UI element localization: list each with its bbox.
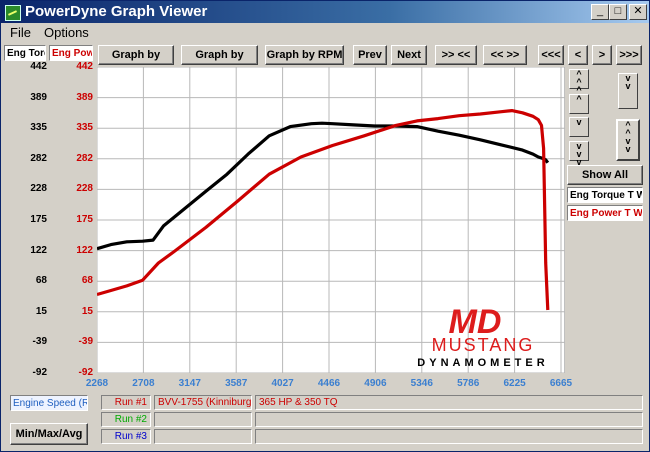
rpm-tick-label: 2708 (132, 378, 155, 389)
rpm-tick-label: 5786 (457, 378, 480, 389)
torque-tick-label: -39 (32, 336, 47, 348)
rpm-tick-label: 4466 (317, 378, 341, 389)
torque-tick-label: 389 (30, 91, 47, 103)
run-1-note[interactable]: 365 HP & 350 TQ (255, 395, 643, 410)
mustang-logo: MD MUSTANG DYNAMOMETER (417, 303, 548, 369)
title-bar[interactable]: PowerDyne Graph Viewer _ □ ✕ (1, 1, 649, 23)
power-tick-label: 68 (81, 275, 93, 287)
grid-lines (97, 67, 565, 373)
scale-up-fast-button[interactable]: ^ ^ ^ (569, 69, 589, 95)
torque-tick-label: 335 (30, 122, 47, 134)
power-tick-label: 282 (76, 152, 93, 164)
zoom-out-button[interactable]: << >> (483, 45, 527, 65)
scroll-first-button[interactable]: <<< (538, 45, 564, 65)
power-series-line (97, 108, 550, 311)
minimize-button[interactable]: _ (591, 4, 609, 20)
show-all-button[interactable]: Show All (567, 165, 643, 185)
close-button[interactable]: ✕ (629, 4, 647, 20)
scale-up-button[interactable]: ^ (569, 94, 589, 114)
torque-tick-label: 282 (30, 152, 47, 164)
graph-by-time-button[interactable]: Graph by Time (98, 45, 174, 80)
rpm-tick-label: 3587 (225, 378, 248, 389)
torque-tick-label: 442 (30, 61, 47, 72)
torque-tick-label: 68 (35, 275, 47, 287)
run-1-name[interactable]: BVV-1755 (Kinniburgh) (154, 395, 252, 410)
rpm-tick-label: 2268 (85, 378, 109, 389)
tab-eng-torque[interactable]: Eng Torqu (4, 45, 46, 61)
torque-tick-label: 15 (35, 305, 47, 317)
legend-power[interactable]: Eng Power T WC (567, 205, 643, 221)
logo-word-mustang: MUSTANG (432, 335, 535, 355)
run-1-label[interactable]: Run #1 (101, 395, 151, 410)
tab-eng-power[interactable]: Eng Pow (49, 45, 93, 61)
run-3-label[interactable]: Run #3 (101, 429, 151, 444)
zoom-in-button[interactable]: >> << (435, 45, 477, 65)
rpm-tick-label: 6665 (549, 378, 573, 389)
torque-tick-label: 175 (30, 214, 47, 225)
menu-file[interactable]: File (10, 25, 31, 40)
run-2-note[interactable] (255, 412, 643, 427)
legend-torque[interactable]: Eng Torque T WC (567, 187, 643, 203)
run-2-label[interactable]: Run #2 (101, 412, 151, 427)
power-tick-label: 335 (76, 122, 93, 134)
power-tick-label: 228 (76, 183, 93, 195)
min-max-avg-button[interactable]: Min/Max/Avg (10, 423, 88, 445)
power-tick-label: 175 (76, 214, 93, 225)
dyno-chart[interactable]: MD MUSTANG DYNAMOMETER (97, 67, 565, 373)
power-tick-label: -39 (78, 336, 93, 348)
app-graph-icon (5, 5, 21, 21)
logo-word-dynamometer: DYNAMOMETER (417, 357, 548, 369)
run-2-name[interactable] (154, 412, 252, 427)
power-tick-label: 15 (81, 305, 93, 317)
run-3-note[interactable] (255, 429, 643, 444)
menu-options[interactable]: Options (44, 25, 89, 40)
scroll-forward-button[interactable]: > (592, 45, 612, 65)
graph-by-rpm-button[interactable]: Graph by RPM (265, 45, 344, 65)
window-title: PowerDyne Graph Viewer (25, 3, 208, 20)
power-tick-label: 122 (76, 244, 93, 256)
power-tick-label: 389 (76, 91, 93, 103)
scroll-back-button[interactable]: < (568, 45, 588, 65)
torque-series-line (97, 121, 550, 251)
scale-down-button[interactable]: v (569, 117, 589, 137)
rpm-tick-label: 5346 (410, 378, 433, 389)
rpm-tick-label: 6225 (503, 378, 526, 389)
graph-by-mph-button[interactable]: Graph by MPH (181, 45, 258, 80)
torque-tick-label: 228 (30, 183, 47, 195)
rpm-tick-label: 4906 (364, 378, 387, 389)
logo-mark: MD (449, 303, 502, 341)
rpm-tick-label: 4027 (271, 378, 294, 389)
torque-tick-label: -92 (32, 367, 47, 378)
scroll-last-button[interactable]: >>> (616, 45, 642, 65)
maximize-button[interactable]: □ (609, 4, 627, 20)
run-3-name[interactable] (154, 429, 252, 444)
prev-button[interactable]: Prev (353, 45, 387, 65)
x-axis-channel-field[interactable]: Engine Speed (RPM) (10, 395, 88, 411)
series-lines (97, 108, 550, 311)
torque-tick-label: 122 (30, 244, 47, 256)
shift-up-down-button[interactable]: ^ ^ v v (616, 119, 640, 161)
next-button[interactable]: Next (391, 45, 427, 65)
rpm-tick-label: 3147 (178, 378, 201, 389)
menu-bar: File Options (1, 23, 649, 41)
power-tick-label: 442 (76, 61, 93, 72)
power-tick-label: -92 (78, 367, 93, 378)
